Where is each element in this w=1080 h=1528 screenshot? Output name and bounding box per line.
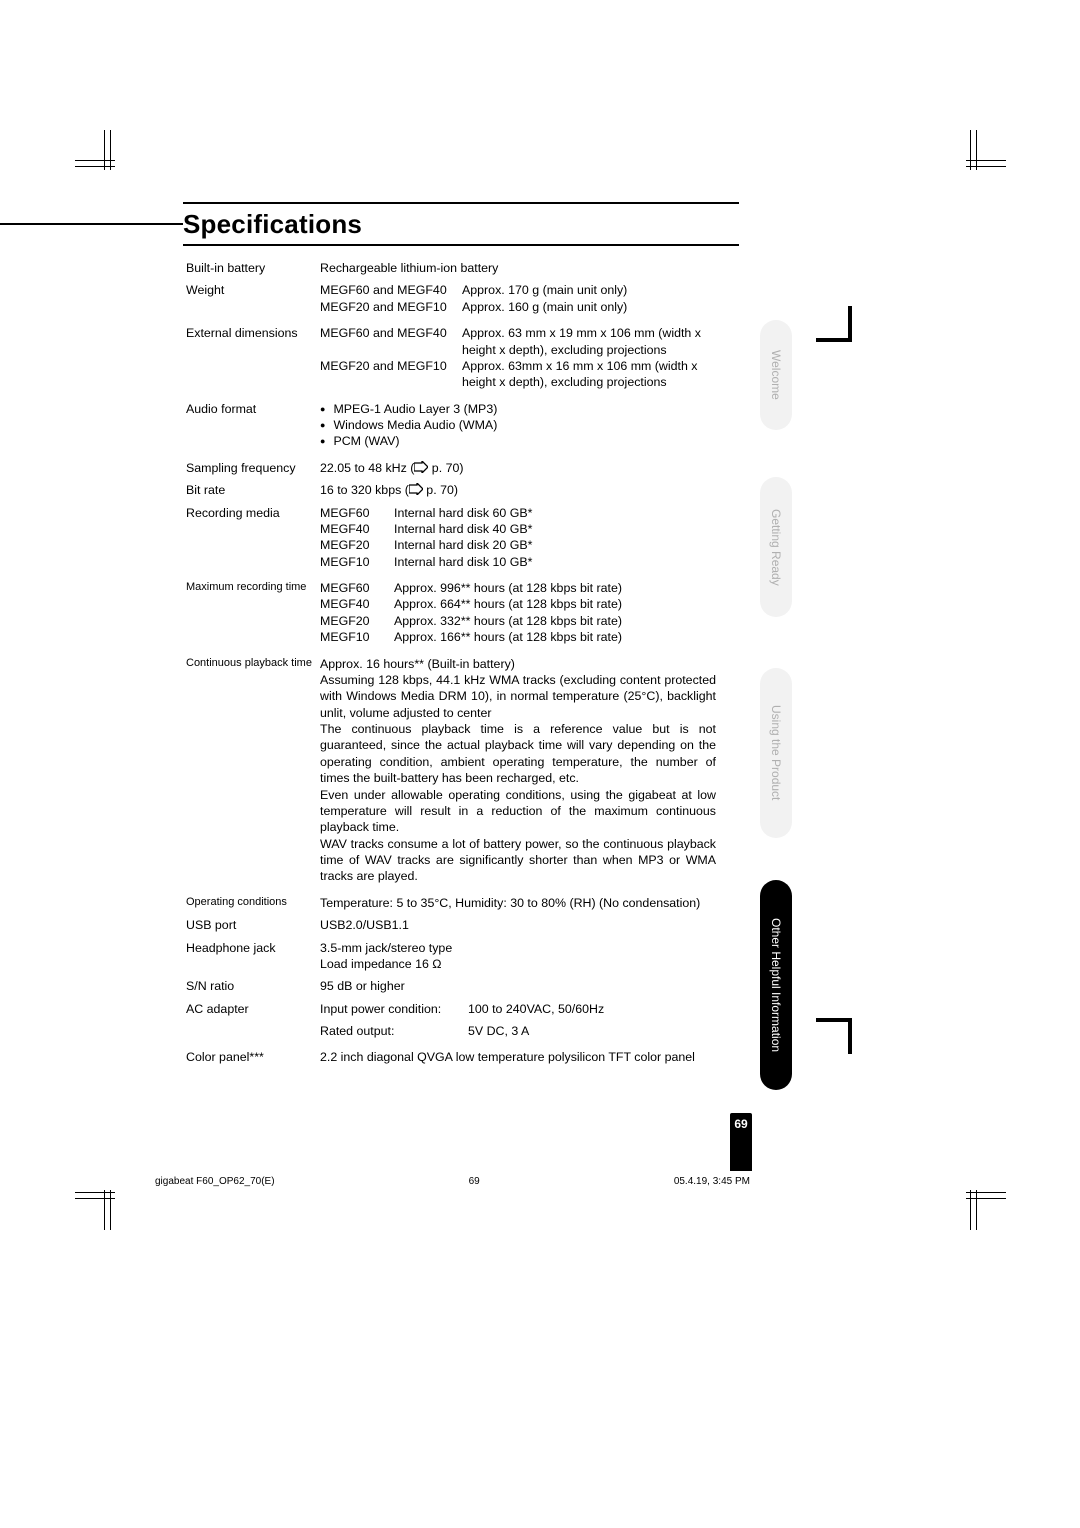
label-panel: Color panel*** (186, 1049, 320, 1065)
tab-welcome[interactable]: Welcome (760, 320, 792, 430)
tab-other-info[interactable]: Other Helpful Information (760, 880, 792, 1090)
label-bitrate: Bit rate (186, 482, 320, 498)
label-audio-format: Audio format (186, 401, 320, 450)
label-ext-dim: External dimensions (186, 325, 320, 391)
label-ac: AC adapter (186, 1001, 320, 1017)
tab-getting-ready[interactable]: Getting Ready (760, 477, 792, 617)
page-ref-icon (414, 461, 428, 473)
footer: gigabeat F60_OP62_70(E) 69 05.4.19, 3:45… (155, 1176, 750, 1187)
maxrec-models: MEGF60 MEGF40 MEGF20 MEGF10 (320, 580, 394, 646)
value-headphone: 3.5-mm jack/stereo type Load impedance 1… (320, 940, 716, 973)
page-title: Specifications (183, 209, 362, 240)
label-sn: S/N ratio (186, 978, 320, 994)
footer-file: gigabeat F60_OP62_70(E) (155, 1176, 275, 1187)
weight-values: Approx. 170 g (main unit only) Approx. 1… (462, 282, 716, 315)
title-divider-left (0, 223, 183, 225)
label-playback: Continuous playback time (186, 656, 320, 885)
footer-timestamp: 05.4.19, 3:45 PM (674, 1176, 750, 1187)
label-battery: Built-in battery (186, 260, 320, 276)
tab-using-product[interactable]: Using the Product (760, 668, 792, 838)
label-usb: USB port (186, 917, 320, 933)
recmedia-models: MEGF60 MEGF40 MEGF20 MEGF10 (320, 505, 394, 571)
value-panel: 2.2 inch diagonal QVGA low temperature p… (320, 1049, 716, 1065)
recmedia-values: Internal hard disk 60 GB* Internal hard … (394, 505, 716, 571)
label-recmedia: Recording media (186, 505, 320, 571)
value-sampling: 22.05 to 48 kHz ( p. 70) (320, 460, 716, 476)
label-opcond: Operating conditions (186, 895, 320, 911)
value-sn: 95 dB or higher (320, 978, 716, 994)
page-number: 69 (730, 1113, 752, 1135)
label-headphone: Headphone jack (186, 940, 320, 973)
value-opcond: Temperature: 5 to 35°C, Humidity: 30 to … (320, 895, 716, 911)
page-ref-icon (409, 483, 423, 495)
value-bitrate: 16 to 320 kbps ( p. 70) (320, 482, 716, 498)
footer-page: 69 (469, 1176, 480, 1187)
label-maxrec: Maximum recording time (186, 580, 320, 646)
value-usb: USB2.0/USB1.1 (320, 917, 716, 933)
label-sampling: Sampling frequency (186, 460, 320, 476)
weight-models: MEGF60 and MEGF40 MEGF20 and MEGF10 (320, 282, 462, 315)
audio-format-list: MPEG-1 Audio Layer 3 (MP3) Windows Media… (320, 401, 716, 450)
maxrec-values: Approx. 996** hours (at 128 kbps bit rat… (394, 580, 716, 646)
playback-text: Approx. 16 hours** (Built-in battery) As… (320, 656, 716, 885)
label-weight: Weight (186, 282, 320, 315)
page-tab-marker (730, 1135, 752, 1171)
title-bar: Specifications (183, 202, 739, 246)
value-battery: Rechargeable lithium-ion battery (320, 260, 716, 276)
spec-table: Built-in battery Rechargeable lithium-io… (186, 260, 716, 1072)
